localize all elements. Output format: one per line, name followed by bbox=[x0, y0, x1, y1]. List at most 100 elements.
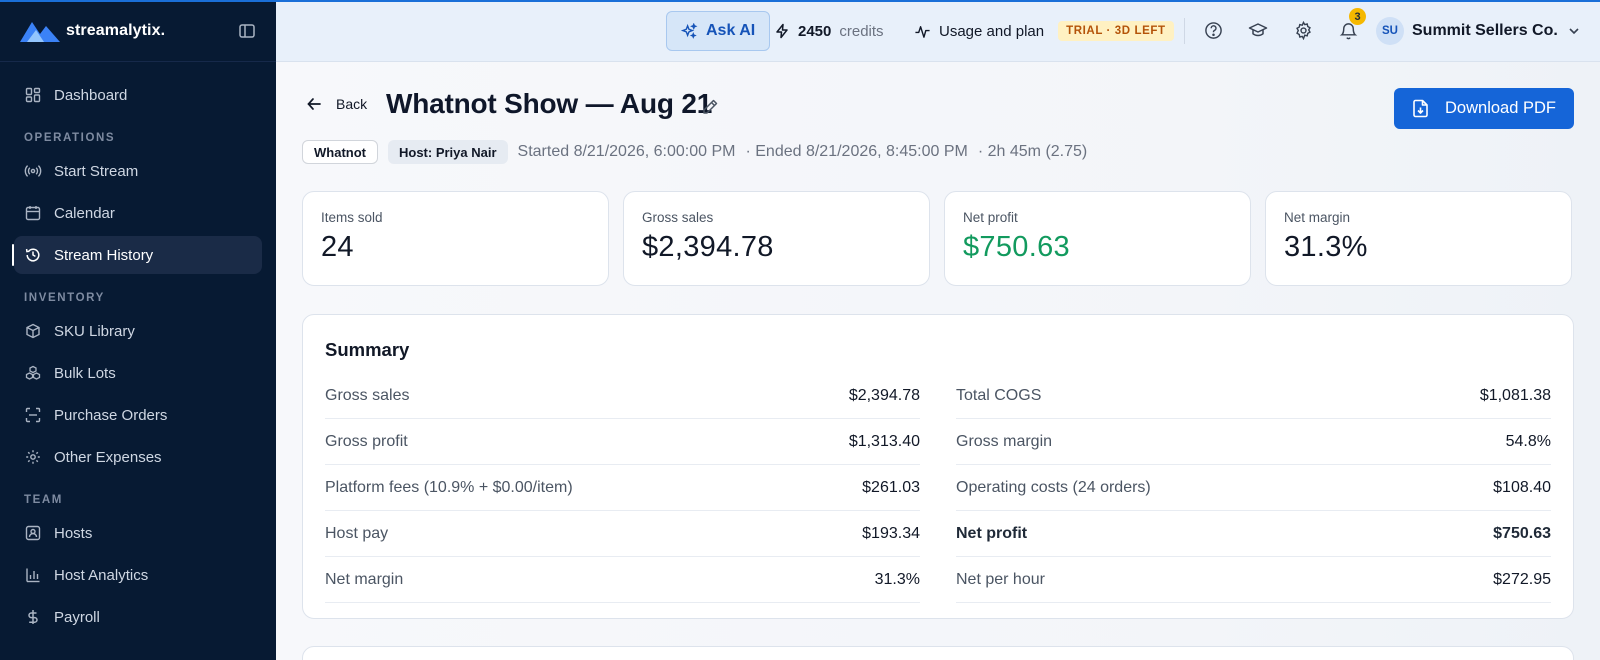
summary-row: Net profit $750.63 bbox=[956, 511, 1551, 557]
sidebar-item-dashboard[interactable]: Dashboard bbox=[14, 76, 262, 114]
summary-row: Operating costs (24 orders) $108.40 bbox=[956, 465, 1551, 511]
activity-icon bbox=[915, 25, 930, 38]
sidebar-item-start-stream[interactable]: Start Stream bbox=[14, 152, 262, 190]
top-accent-line bbox=[0, 0, 1600, 2]
sidebar-item-purchase-orders[interactable]: Purchase Orders bbox=[14, 396, 262, 434]
summary-left-column: Gross sales $2,394.78 Gross profit $1,313.… bbox=[325, 373, 920, 603]
file-download-icon bbox=[1413, 99, 1428, 118]
sidebar-toggle-icon[interactable] bbox=[236, 20, 258, 42]
stat-value: $750.63 bbox=[963, 231, 1070, 263]
stat-card-gross-sales: Gross sales $2,394.78 bbox=[623, 191, 930, 286]
help-icon[interactable] bbox=[1202, 19, 1224, 41]
graduation-cap-icon[interactable] bbox=[1247, 19, 1269, 41]
summary-row: Gross sales $2,394.78 bbox=[325, 373, 920, 419]
back-label: Back bbox=[336, 96, 368, 112]
stat-label: Net margin bbox=[1284, 210, 1351, 225]
download-pdf-button[interactable]: Download PDF bbox=[1394, 88, 1574, 129]
credits-button[interactable]: 2450 credits bbox=[774, 11, 884, 51]
ended-time: · Ended 8/21/2026, 8:45:00 PM bbox=[745, 143, 968, 160]
pencil-icon[interactable] bbox=[700, 97, 720, 117]
summary-value: 31.3% bbox=[874, 570, 920, 588]
sidebar-item-label: Purchase Orders bbox=[54, 406, 168, 424]
summary-key: Gross profit bbox=[325, 432, 408, 450]
stat-card-net-profit: Net profit $750.63 bbox=[944, 191, 1251, 286]
sidebar-item-label: Hosts bbox=[54, 524, 93, 542]
summary-key: Total COGS bbox=[956, 386, 1042, 404]
summary-key: Operating costs (24 orders) bbox=[956, 478, 1151, 496]
main-content: Back Whatnot Show — Aug 21 Download PDF … bbox=[276, 62, 1600, 660]
boxes-icon bbox=[24, 364, 42, 382]
history-icon bbox=[24, 246, 42, 264]
sidebar-item-bulk-lots[interactable]: Bulk Lots bbox=[14, 354, 262, 392]
stat-card-items-sold: Items sold 24 bbox=[302, 191, 609, 286]
sidebar-item-payroll[interactable]: Payroll bbox=[14, 598, 262, 636]
broadcast-icon bbox=[24, 162, 42, 180]
sidebar-item-stream-history[interactable]: Stream History bbox=[12, 236, 262, 274]
summary-key: Net margin bbox=[325, 570, 404, 588]
stat-label: Gross sales bbox=[642, 210, 714, 225]
section-label-inventory: INVENTORY bbox=[24, 292, 105, 304]
page-title: Whatnot Show — Aug 21 bbox=[386, 88, 713, 119]
started-time: Started 8/21/2026, 6:00:00 PM bbox=[517, 143, 736, 160]
summary-value: $261.03 bbox=[862, 478, 920, 496]
gear-icon bbox=[24, 448, 42, 466]
summary-row: Gross margin 54.8% bbox=[956, 419, 1551, 465]
sidebar: streamalytix. Dashboard OPERATIONS Start… bbox=[0, 0, 276, 660]
platform-chip: Whatnot bbox=[302, 140, 378, 164]
summary-key: Gross margin bbox=[956, 432, 1053, 450]
stat-card-net-margin: Net margin 31.3% bbox=[1265, 191, 1572, 286]
sidebar-item-label: Dashboard bbox=[54, 86, 128, 104]
credits-count: 2450 bbox=[798, 22, 832, 40]
summary-value: 54.8% bbox=[1505, 432, 1551, 450]
sidebar-item-calendar[interactable]: Calendar bbox=[14, 194, 262, 232]
account-name: Summit Sellers Co. bbox=[1412, 22, 1558, 39]
usage-and-plan-button[interactable]: Usage and plan TRIAL · 3D LEFT bbox=[914, 11, 1174, 51]
stream-meta-row: Whatnot Host: Priya Nair Started 8/21/20… bbox=[302, 140, 1087, 164]
summary-right-column: Total COGS $1,081.38 Gross margin 54.8% Op… bbox=[956, 373, 1551, 603]
back-button[interactable]: Back bbox=[306, 96, 367, 112]
topbar-divider bbox=[1184, 18, 1185, 44]
grid-icon bbox=[24, 86, 42, 104]
summary-row: Host pay $193.34 bbox=[325, 511, 920, 557]
sidebar-item-label: Bulk Lots bbox=[54, 364, 116, 382]
sidebar-item-label: Payroll bbox=[54, 608, 100, 626]
summary-value: $272.95 bbox=[1493, 570, 1551, 588]
notification-bell-icon[interactable]: 3 bbox=[1337, 8, 1366, 41]
summary-key: Net per hour bbox=[956, 570, 1045, 588]
arrow-left-icon bbox=[307, 98, 321, 110]
mountain-logo-icon bbox=[20, 21, 60, 42]
trial-badge: TRIAL · 3D LEFT bbox=[1058, 21, 1174, 41]
stat-value: 24 bbox=[321, 231, 354, 263]
usage-and-plan-label: Usage and plan bbox=[939, 22, 1045, 40]
sidebar-item-label: Host Analytics bbox=[54, 566, 149, 584]
section-label-team: TEAM bbox=[24, 494, 63, 506]
sparkle-icon bbox=[681, 22, 698, 39]
summary-key: Platform fees (10.9% + $0.00/item) bbox=[325, 478, 573, 496]
settings-gear-icon[interactable] bbox=[1292, 19, 1314, 41]
ask-ai-button[interactable]: Ask AI bbox=[666, 11, 771, 51]
host-chip: Host: Priya Nair bbox=[387, 140, 508, 164]
bar-chart-icon bbox=[24, 566, 42, 584]
sidebar-item-host-analytics[interactable]: Host Analytics bbox=[14, 556, 262, 594]
summary-value: $1,313.40 bbox=[848, 432, 920, 450]
credits-label: credits bbox=[839, 22, 884, 40]
duration: · 2h 45m (2.75) bbox=[977, 143, 1088, 160]
topbar: Ask AI 2450 credits Usage and plan TRIAL… bbox=[276, 2, 1600, 62]
sidebar-item-label: Calendar bbox=[54, 204, 115, 222]
box-icon bbox=[24, 322, 42, 340]
summary-card: Summary Gross sales $2,394.78 Gross profi… bbox=[302, 314, 1574, 619]
summary-value: $193.34 bbox=[862, 524, 920, 542]
brand-logo[interactable]: streamalytix. bbox=[18, 18, 165, 44]
calendar-icon bbox=[24, 204, 42, 222]
summary-value: $108.40 bbox=[1493, 478, 1551, 496]
stat-value: 31.3% bbox=[1284, 231, 1368, 263]
summary-value: $1,081.38 bbox=[1479, 386, 1551, 404]
account-menu[interactable]: SU Summit Sellers Co. bbox=[1376, 17, 1582, 45]
sidebar-item-other-expenses[interactable]: Other Expenses bbox=[14, 438, 262, 476]
sidebar-item-hosts[interactable]: Hosts bbox=[14, 514, 262, 552]
stat-label: Items sold bbox=[321, 210, 383, 225]
sidebar-item-sku-library[interactable]: SKU Library bbox=[14, 312, 262, 350]
ask-ai-label: Ask AI bbox=[706, 22, 756, 39]
sidebar-nav: Dashboard OPERATIONS Start Stream Calend… bbox=[0, 62, 276, 636]
sidebar-item-label: Start Stream bbox=[54, 162, 139, 180]
